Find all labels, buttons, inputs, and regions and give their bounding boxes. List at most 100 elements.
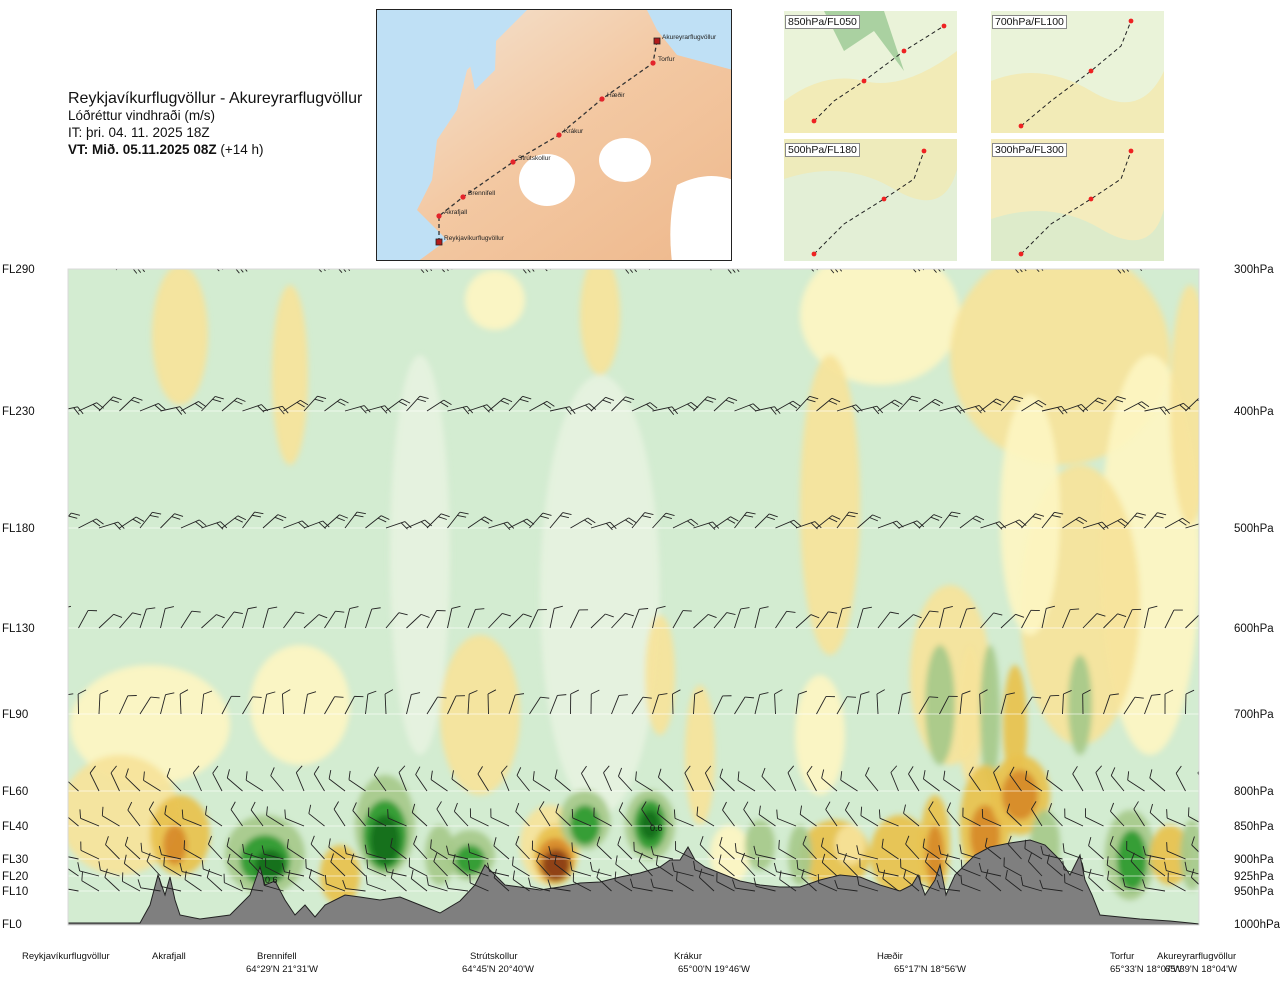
wind-barb	[693, 613, 717, 629]
wind-barb	[68, 864, 79, 877]
thumb-850[interactable]: 850hPa/FL050	[784, 11, 957, 133]
wind-barb	[68, 512, 81, 529]
wind-barb	[903, 869, 920, 892]
wind-barb	[1088, 868, 1104, 892]
field-blob	[152, 269, 208, 405]
wind-barb	[408, 857, 428, 877]
wind-barb	[303, 269, 330, 273]
annotation-1: 0.6	[650, 823, 663, 833]
map-airport-marker	[653, 37, 661, 45]
wind-barb	[406, 613, 430, 629]
wind-barb	[1142, 846, 1166, 860]
wind-barb	[447, 695, 465, 715]
route-point-label: Brennifell	[257, 951, 297, 962]
wind-barb	[1110, 802, 1125, 827]
wind-barb	[960, 874, 981, 892]
wind-barb	[201, 521, 228, 530]
wind-barb	[898, 395, 921, 412]
wind-barb	[698, 868, 715, 892]
wind-barb	[743, 801, 756, 827]
thumb-300[interactable]: 300hPa/FL300	[991, 139, 1164, 261]
wind-barb	[737, 771, 756, 792]
wind-barb	[734, 696, 755, 715]
route-title: Reykjavíkurflugvöllur - Akureyrarflugvöl…	[68, 90, 363, 107]
wind-barb	[1062, 516, 1088, 529]
wind-barb	[265, 858, 284, 877]
wind-barb	[270, 767, 284, 792]
wind-barb	[1020, 876, 1043, 892]
field-blob	[465, 270, 525, 330]
wind-barb	[281, 863, 305, 877]
wind-barb	[365, 607, 381, 629]
wind-barb	[1185, 689, 1195, 715]
wind-barb	[447, 405, 474, 415]
wind-barb	[985, 869, 1002, 892]
wind-barb	[877, 399, 903, 412]
wind-barb	[657, 804, 674, 827]
wind-barb	[328, 838, 346, 860]
glacier-3	[670, 176, 731, 260]
wind-barb	[980, 521, 1007, 530]
field-blob	[455, 845, 485, 875]
wind-barb	[845, 801, 858, 827]
wind-barb	[1064, 873, 1084, 892]
wind-barb	[98, 861, 120, 877]
wind-barb	[390, 869, 407, 892]
wind-barb	[980, 398, 1005, 412]
wind-barb	[1021, 609, 1040, 629]
wind-barb	[344, 695, 364, 715]
wind-barb	[754, 513, 778, 529]
field-blob	[390, 355, 450, 755]
wind-barb	[753, 877, 776, 892]
wind-barb	[936, 879, 961, 892]
wind-barb	[324, 398, 349, 412]
wind-barb	[139, 511, 162, 529]
wind-barb	[123, 854, 141, 877]
wind-barb	[1005, 869, 1022, 892]
wind-barb	[570, 517, 596, 529]
wind-barb	[89, 765, 100, 792]
wind-barb	[1123, 696, 1144, 715]
thumb-300-svg	[991, 139, 1164, 261]
wind-barb	[754, 692, 769, 715]
wind-barb	[1041, 511, 1064, 529]
parameter-subtitle: Lóðréttur vindhraði (m/s)	[68, 108, 216, 123]
wind-barb	[160, 692, 175, 715]
wind-barb	[1003, 857, 1022, 877]
terrain-profile	[68, 839, 1199, 925]
wind-barb	[928, 801, 940, 827]
wind-barb	[283, 399, 309, 412]
field-blob	[272, 285, 308, 465]
thumb-500[interactable]: 500hPa/FL180	[784, 139, 957, 261]
wind-barb	[127, 801, 141, 827]
wind-barb	[447, 605, 461, 629]
field-blob	[1150, 825, 1190, 885]
wind-barb	[1007, 835, 1022, 860]
wind-barb	[554, 769, 571, 792]
wind-barb	[179, 689, 189, 715]
thumb-700[interactable]: 700hPa/FL100	[991, 11, 1164, 133]
wind-barb	[160, 513, 184, 529]
map-point-marker	[436, 213, 442, 219]
flight-level-axis: FL290 FL230 FL180 FL130 FL90 FL60 FL40 FL30 FL20…	[2, 264, 35, 931]
wind-barb	[78, 609, 98, 629]
wind-barb	[650, 878, 674, 892]
wind-barb	[840, 771, 858, 792]
wind-barb	[693, 690, 704, 715]
wind-barb	[820, 837, 838, 860]
wind-barb	[774, 689, 783, 715]
wind-barb	[119, 695, 137, 715]
wind-barb	[538, 801, 551, 827]
wind-barb	[978, 862, 1002, 877]
wind-barb	[1130, 852, 1145, 877]
wind-barb	[34, 878, 59, 891]
wind-barb	[262, 876, 284, 892]
wind-barb	[125, 768, 141, 792]
wind-barb	[816, 695, 835, 715]
wind-barb	[795, 395, 819, 412]
thumb-850-label: 850hPa/FL050	[785, 15, 860, 29]
wind-barb	[1123, 269, 1146, 272]
wind-barb	[148, 801, 161, 827]
wind-barb	[158, 877, 182, 892]
valid-time-bold: VT: Mið. 05.11.2025 08Z	[68, 142, 217, 157]
